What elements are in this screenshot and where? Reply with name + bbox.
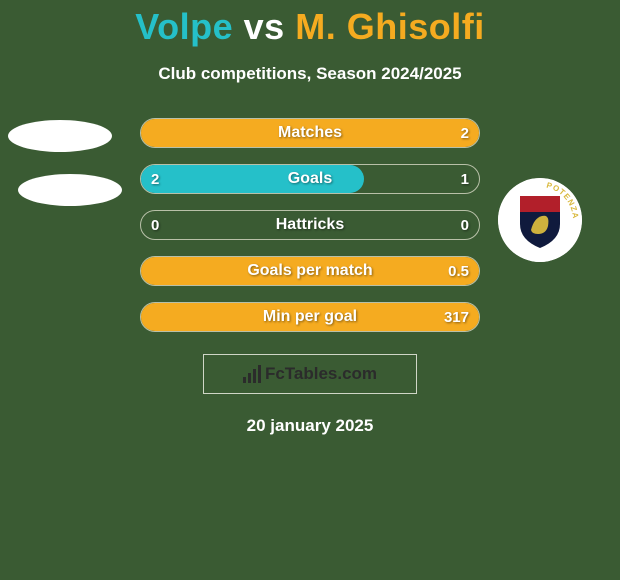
- stat-label: Goals per match: [247, 262, 372, 280]
- stat-left-value: 2: [151, 171, 159, 188]
- title-vs: vs: [244, 6, 285, 47]
- stat-row: Goals per match 0.5: [140, 256, 480, 286]
- stat-label: Hattricks: [276, 216, 344, 234]
- stat-row: Matches 2: [140, 118, 480, 148]
- player1-avatar-placeholder-2: [18, 174, 122, 206]
- stat-right-value: 0: [461, 217, 469, 234]
- stat-row: 2 Goals 1: [140, 164, 480, 194]
- player1-avatar-placeholder: [8, 120, 112, 152]
- fctables-icon: [243, 365, 261, 383]
- stat-label: Matches: [278, 124, 342, 142]
- fctables-watermark: FcTables.com: [203, 354, 417, 394]
- stat-row: 0 Hattricks 0: [140, 210, 480, 240]
- date-label: 20 january 2025: [0, 416, 620, 436]
- page-title: Volpe vs M. Ghisolfi: [0, 0, 620, 48]
- subtitle: Club competitions, Season 2024/2025: [0, 64, 620, 84]
- stat-left-value: 0: [151, 217, 159, 234]
- stat-label: Goals: [288, 170, 332, 188]
- stat-right-value: 317: [444, 309, 469, 326]
- stat-right-value: 0.5: [448, 263, 469, 280]
- stat-right-value: 1: [461, 171, 469, 188]
- stat-right-value: 2: [461, 125, 469, 142]
- player2-club-crest: POTENZA SC: [498, 178, 582, 262]
- title-player2: M. Ghisolfi: [295, 6, 485, 47]
- fctables-label: FcTables.com: [265, 364, 377, 384]
- comparison-infographic: Volpe vs M. Ghisolfi Club competitions, …: [0, 0, 620, 580]
- stat-row: Min per goal 317: [140, 302, 480, 332]
- stat-label: Min per goal: [263, 308, 357, 326]
- title-player1: Volpe: [135, 6, 233, 47]
